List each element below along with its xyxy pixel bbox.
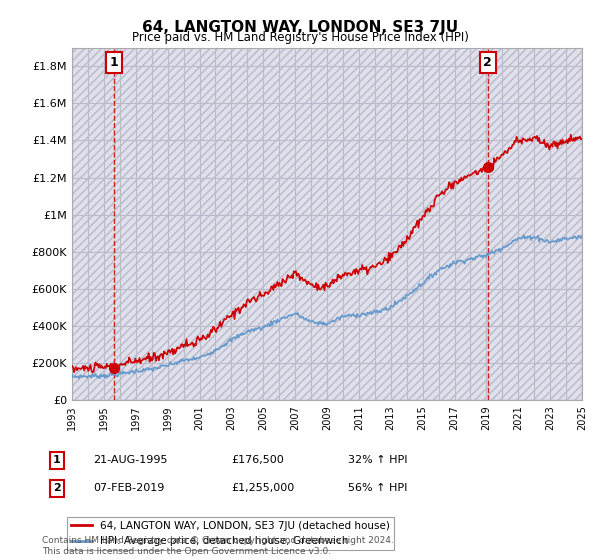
Text: £176,500: £176,500 [231, 455, 284, 465]
Text: 2: 2 [53, 483, 61, 493]
Text: 1: 1 [110, 56, 118, 69]
Text: Contains HM Land Registry data © Crown copyright and database right 2024.
This d: Contains HM Land Registry data © Crown c… [42, 536, 394, 556]
Legend: 64, LANGTON WAY, LONDON, SE3 7JU (detached house), HPI: Average price, detached : 64, LANGTON WAY, LONDON, SE3 7JU (detach… [67, 517, 394, 550]
Text: 2: 2 [484, 56, 492, 69]
Text: 1: 1 [53, 455, 61, 465]
Text: 21-AUG-1995: 21-AUG-1995 [93, 455, 167, 465]
Text: 56% ↑ HPI: 56% ↑ HPI [348, 483, 407, 493]
Text: £1,255,000: £1,255,000 [231, 483, 294, 493]
Text: Price paid vs. HM Land Registry's House Price Index (HPI): Price paid vs. HM Land Registry's House … [131, 31, 469, 44]
Text: 07-FEB-2019: 07-FEB-2019 [93, 483, 164, 493]
Text: 32% ↑ HPI: 32% ↑ HPI [348, 455, 407, 465]
Text: 64, LANGTON WAY, LONDON, SE3 7JU: 64, LANGTON WAY, LONDON, SE3 7JU [142, 20, 458, 35]
